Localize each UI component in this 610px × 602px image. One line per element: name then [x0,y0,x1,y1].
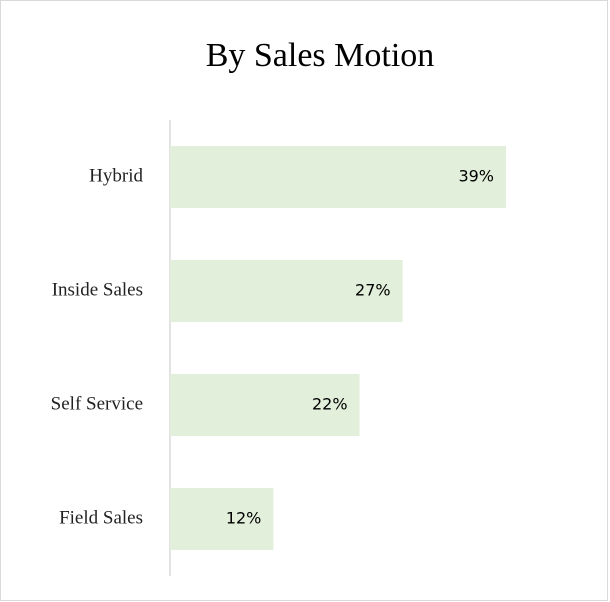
data-label: 12% [226,509,262,528]
bar [170,260,403,322]
chart-title: By Sales Motion [206,37,435,74]
category-label: Field Sales [59,507,143,528]
bar [170,146,506,208]
data-label: 27% [355,281,391,300]
bar [170,488,274,550]
category-label: Hybrid [89,165,143,186]
category-label: Self Service [51,393,143,414]
data-label: 39% [458,167,494,186]
bar [170,374,360,436]
data-label: 22% [312,395,348,414]
category-label: Inside Sales [52,279,143,300]
